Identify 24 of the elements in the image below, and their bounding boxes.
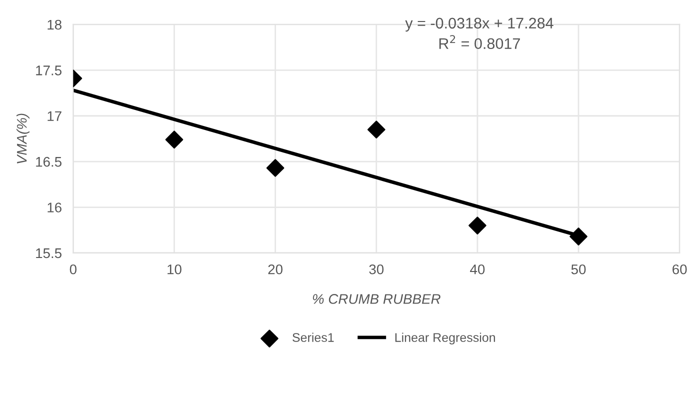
x-tick-label: 50 (571, 264, 586, 274)
x-tick-label: 20 (268, 264, 282, 274)
annotation: R$^{2}$ = 0.8017 (439, 35, 520, 50)
y-tick-label: 15.5 (36, 248, 62, 258)
x-tick-label: 60 (672, 264, 687, 274)
point (570, 228, 588, 246)
annotation: y = -0.0318x + 17.284 (405, 18, 554, 32)
y-tick-label: 17.5 (36, 66, 62, 76)
x-tick-label: 0 (70, 264, 77, 274)
x-tick-label: 30 (369, 264, 384, 274)
legend-label: Series1 (292, 332, 334, 342)
y-tick-label: 18 (48, 20, 62, 30)
x-tick-label: 40 (470, 264, 485, 274)
y-tick-label: 16.5 (36, 156, 62, 167)
point (165, 130, 184, 149)
point (468, 216, 486, 234)
point (367, 120, 386, 138)
x-tick-label: 10 (168, 264, 182, 274)
x-axis-title: % CRUMB RUBBER (312, 294, 440, 304)
y-tick-label: 17 (48, 111, 62, 121)
y-axis-title: VMA(%) (16, 114, 30, 164)
legend-label: Linear Regression (395, 332, 495, 344)
point (266, 159, 284, 177)
y-tick-label: 16 (48, 202, 62, 212)
